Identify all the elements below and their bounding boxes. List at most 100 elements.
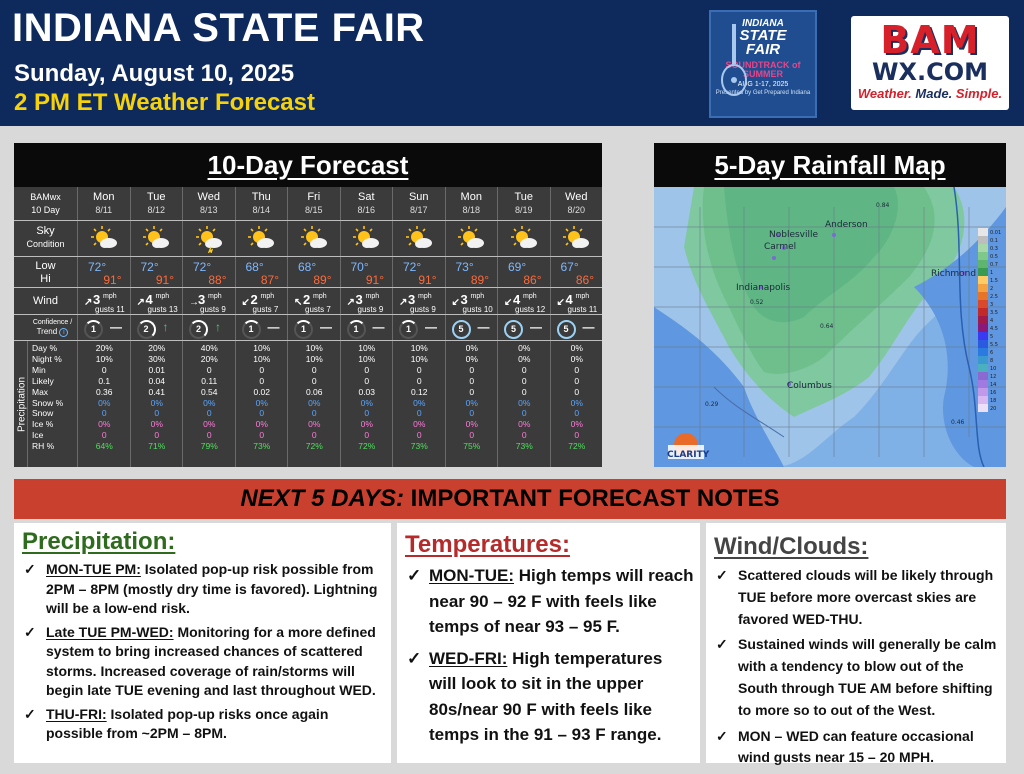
legend-label: 1 bbox=[990, 270, 993, 276]
precip-row-label: Snow % bbox=[32, 397, 64, 408]
precip-min: 0 bbox=[101, 364, 107, 375]
sky-cell bbox=[549, 221, 603, 256]
confidence-cell: 1— bbox=[392, 315, 445, 340]
precip-cell: 20% 10% 0 0.1 0.36 0% 0 0% 0 64% bbox=[77, 341, 130, 467]
checkmark-icon: ✓ bbox=[24, 623, 36, 640]
high-temp: 86° bbox=[575, 273, 594, 287]
note-item: ✓ MON – WED can feature occasional wind g… bbox=[712, 726, 1000, 770]
wind-speed: 4 bbox=[145, 292, 153, 307]
precip-ice-pct: 0% bbox=[413, 419, 426, 430]
legend-label: 8 bbox=[990, 358, 993, 364]
precip-snow-pct: 0% bbox=[465, 397, 478, 408]
notes-banner: NEXT 5 DAYS: IMPORTANT FORECAST NOTES bbox=[14, 479, 1006, 519]
map-city-carmel: Carmel bbox=[764, 242, 796, 252]
precip-min: 0 bbox=[259, 364, 265, 375]
legend-label: 6 bbox=[990, 350, 993, 356]
legend-label: 20 bbox=[990, 406, 996, 412]
legend-swatch bbox=[978, 300, 988, 308]
precip-rh: 79% bbox=[200, 441, 218, 452]
precip-values: 40% 20% 0 0.11 0.54 0% 0 0% 0 79% bbox=[183, 343, 236, 452]
precip-night-pct: 10% bbox=[358, 353, 376, 364]
precip-rh: 71% bbox=[148, 441, 166, 452]
high-temp: 89° bbox=[470, 273, 489, 287]
note-lead: THU-FRI: bbox=[46, 705, 107, 722]
precip-night-pct: 20% bbox=[200, 353, 218, 364]
wind-clouds-heading: Wind/Clouds: bbox=[714, 533, 869, 560]
wind-clouds-list: ✓ Scattered clouds will be likely through… bbox=[712, 565, 1000, 769]
wind-direction-icon: ↗ bbox=[136, 297, 145, 308]
legend-swatch bbox=[978, 396, 988, 404]
confidence-ring-icon: 1 bbox=[294, 320, 313, 339]
precip-ice: 0 bbox=[416, 430, 422, 441]
legend-label: 4 bbox=[990, 318, 993, 324]
legend-label: 4.5 bbox=[990, 326, 998, 332]
precip-ice-pct: 0% bbox=[150, 419, 163, 430]
forecast-corner-label: BAMwx 10 Day bbox=[30, 192, 61, 215]
precip-values: 10% 10% 0 0 0.12 0% 0 0% 0 73% bbox=[393, 343, 446, 452]
legend-swatch bbox=[978, 260, 988, 268]
forecast-table: BAMwx 10 Day Mon 8/11 Tue 8/12 Wed 8/13 Thu 8/1… bbox=[14, 187, 602, 467]
confidence-ring-icon: 2 bbox=[136, 320, 156, 339]
precip-ice-pct: 0% bbox=[98, 419, 111, 430]
trend-flat-icon: — bbox=[320, 320, 332, 334]
note-text: Scattered clouds will be likely through … bbox=[738, 567, 994, 627]
note-text: MON – WED can feature occasional wind gu… bbox=[738, 727, 974, 766]
legend-label: 3 bbox=[990, 302, 993, 308]
map-city-richmond: Richmond bbox=[931, 269, 976, 279]
legend-label: 0.01 bbox=[990, 230, 1001, 236]
forecast-subtitle: 2 PM ET Weather Forecast bbox=[14, 89, 315, 116]
legend-swatch bbox=[978, 244, 988, 252]
note-text: Isolated pop-up risks once again possibl… bbox=[46, 705, 329, 742]
precip-ice: 0 bbox=[469, 430, 475, 441]
day-date: 8/12 bbox=[147, 205, 166, 215]
day-column-header: Wed 8/20 bbox=[549, 187, 603, 220]
precip-cell: 0% 0% 0 0 0 0% 0 0% 0 75% bbox=[444, 341, 498, 467]
low-temp: 72° bbox=[88, 260, 107, 274]
sky-cell bbox=[234, 221, 288, 256]
header-banner: INDIANA STATE FAIR Sunday, August 10, 20… bbox=[0, 0, 1024, 126]
precip-snow: 0 bbox=[469, 408, 475, 419]
day-column-header: Thu 8/14 bbox=[234, 187, 288, 220]
wind-cell: ↙ 4 mph gusts 11 bbox=[549, 288, 603, 314]
partly-sunny-icon bbox=[90, 226, 117, 248]
temp-cell: 68° 89° bbox=[287, 257, 340, 287]
wind-speed: 4 bbox=[565, 292, 573, 307]
precip-snow-pct: 0% bbox=[255, 397, 268, 408]
note-item: ✓ Sustained winds will generally be calm … bbox=[712, 634, 1000, 721]
temp-cell: 72° 91° bbox=[77, 257, 130, 287]
precip-ice: 0 bbox=[521, 430, 527, 441]
precip-ice: 0 bbox=[311, 430, 317, 441]
svg-text:CLARITY: CLARITY bbox=[667, 450, 710, 460]
precip-snow: 0 bbox=[206, 408, 212, 419]
day-name: Sun bbox=[408, 191, 429, 203]
confidence-ring-icon: 5 bbox=[451, 320, 471, 339]
page-title: INDIANA STATE FAIR bbox=[12, 6, 425, 50]
note-lead: MON-TUE PM: bbox=[46, 561, 141, 577]
wind-cell: ↙ 3 mph gusts 10 bbox=[444, 288, 498, 314]
trend-flat-icon: — bbox=[110, 320, 122, 334]
precip-ice-pct: 0% bbox=[255, 419, 268, 430]
precip-min: 0 bbox=[574, 364, 580, 375]
precip-ice: 0 bbox=[154, 430, 160, 441]
temp-label: Low Hi bbox=[35, 260, 56, 285]
note-item: ✓ MON-TUE PM: Isolated pop-up risk possib… bbox=[20, 560, 385, 619]
precipitation-list: ✓ MON-TUE PM: Isolated pop-up risk possib… bbox=[20, 560, 385, 744]
temperatures-heading: Temperatures: bbox=[405, 531, 570, 558]
precip-likely: 0 bbox=[469, 375, 475, 386]
trend-up-icon: ↑ bbox=[162, 320, 169, 334]
checkmark-icon: ✓ bbox=[716, 727, 728, 744]
temperatures-list: ✓ MON-TUE: High temps will reach near 90 … bbox=[403, 563, 694, 748]
legend-swatch bbox=[978, 308, 988, 316]
legend-label: 5.5 bbox=[990, 342, 998, 348]
precip-snow: 0 bbox=[259, 408, 265, 419]
info-icon[interactable]: i bbox=[59, 328, 69, 337]
wind-direction-icon: ↙ bbox=[241, 297, 250, 308]
day-column-header: Sun 8/17 bbox=[392, 187, 445, 220]
precip-ice-pct: 0% bbox=[465, 419, 478, 430]
wind-cell: ↗ 3 mph gusts 11 bbox=[77, 288, 130, 314]
precip-row-label: Max bbox=[32, 386, 49, 397]
precip-day-pct: 10% bbox=[305, 343, 323, 353]
temp-cell: 72° 88° bbox=[182, 257, 235, 287]
day-name: Tue bbox=[146, 191, 166, 203]
bamwx-logo: BAM WX.COM Weather. Made. Simple. bbox=[851, 16, 1009, 110]
